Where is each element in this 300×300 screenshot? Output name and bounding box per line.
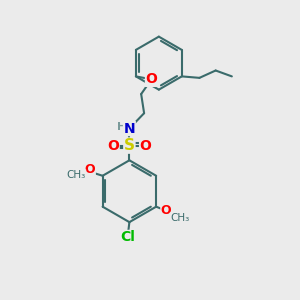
- Text: Cl: Cl: [121, 230, 135, 244]
- Text: CH₃: CH₃: [67, 170, 86, 180]
- Text: O: O: [140, 139, 152, 153]
- Text: O: O: [85, 164, 95, 176]
- Text: N: N: [124, 122, 135, 136]
- Text: CH₃: CH₃: [170, 213, 189, 223]
- Text: S: S: [124, 138, 135, 153]
- Text: O: O: [161, 204, 172, 217]
- Text: O: O: [146, 72, 158, 86]
- Text: O: O: [107, 139, 119, 153]
- Text: H: H: [116, 122, 126, 132]
